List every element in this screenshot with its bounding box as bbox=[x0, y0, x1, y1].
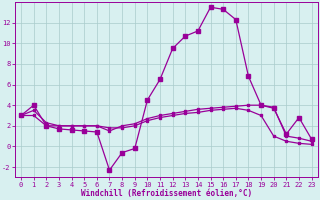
X-axis label: Windchill (Refroidissement éolien,°C): Windchill (Refroidissement éolien,°C) bbox=[81, 189, 252, 198]
